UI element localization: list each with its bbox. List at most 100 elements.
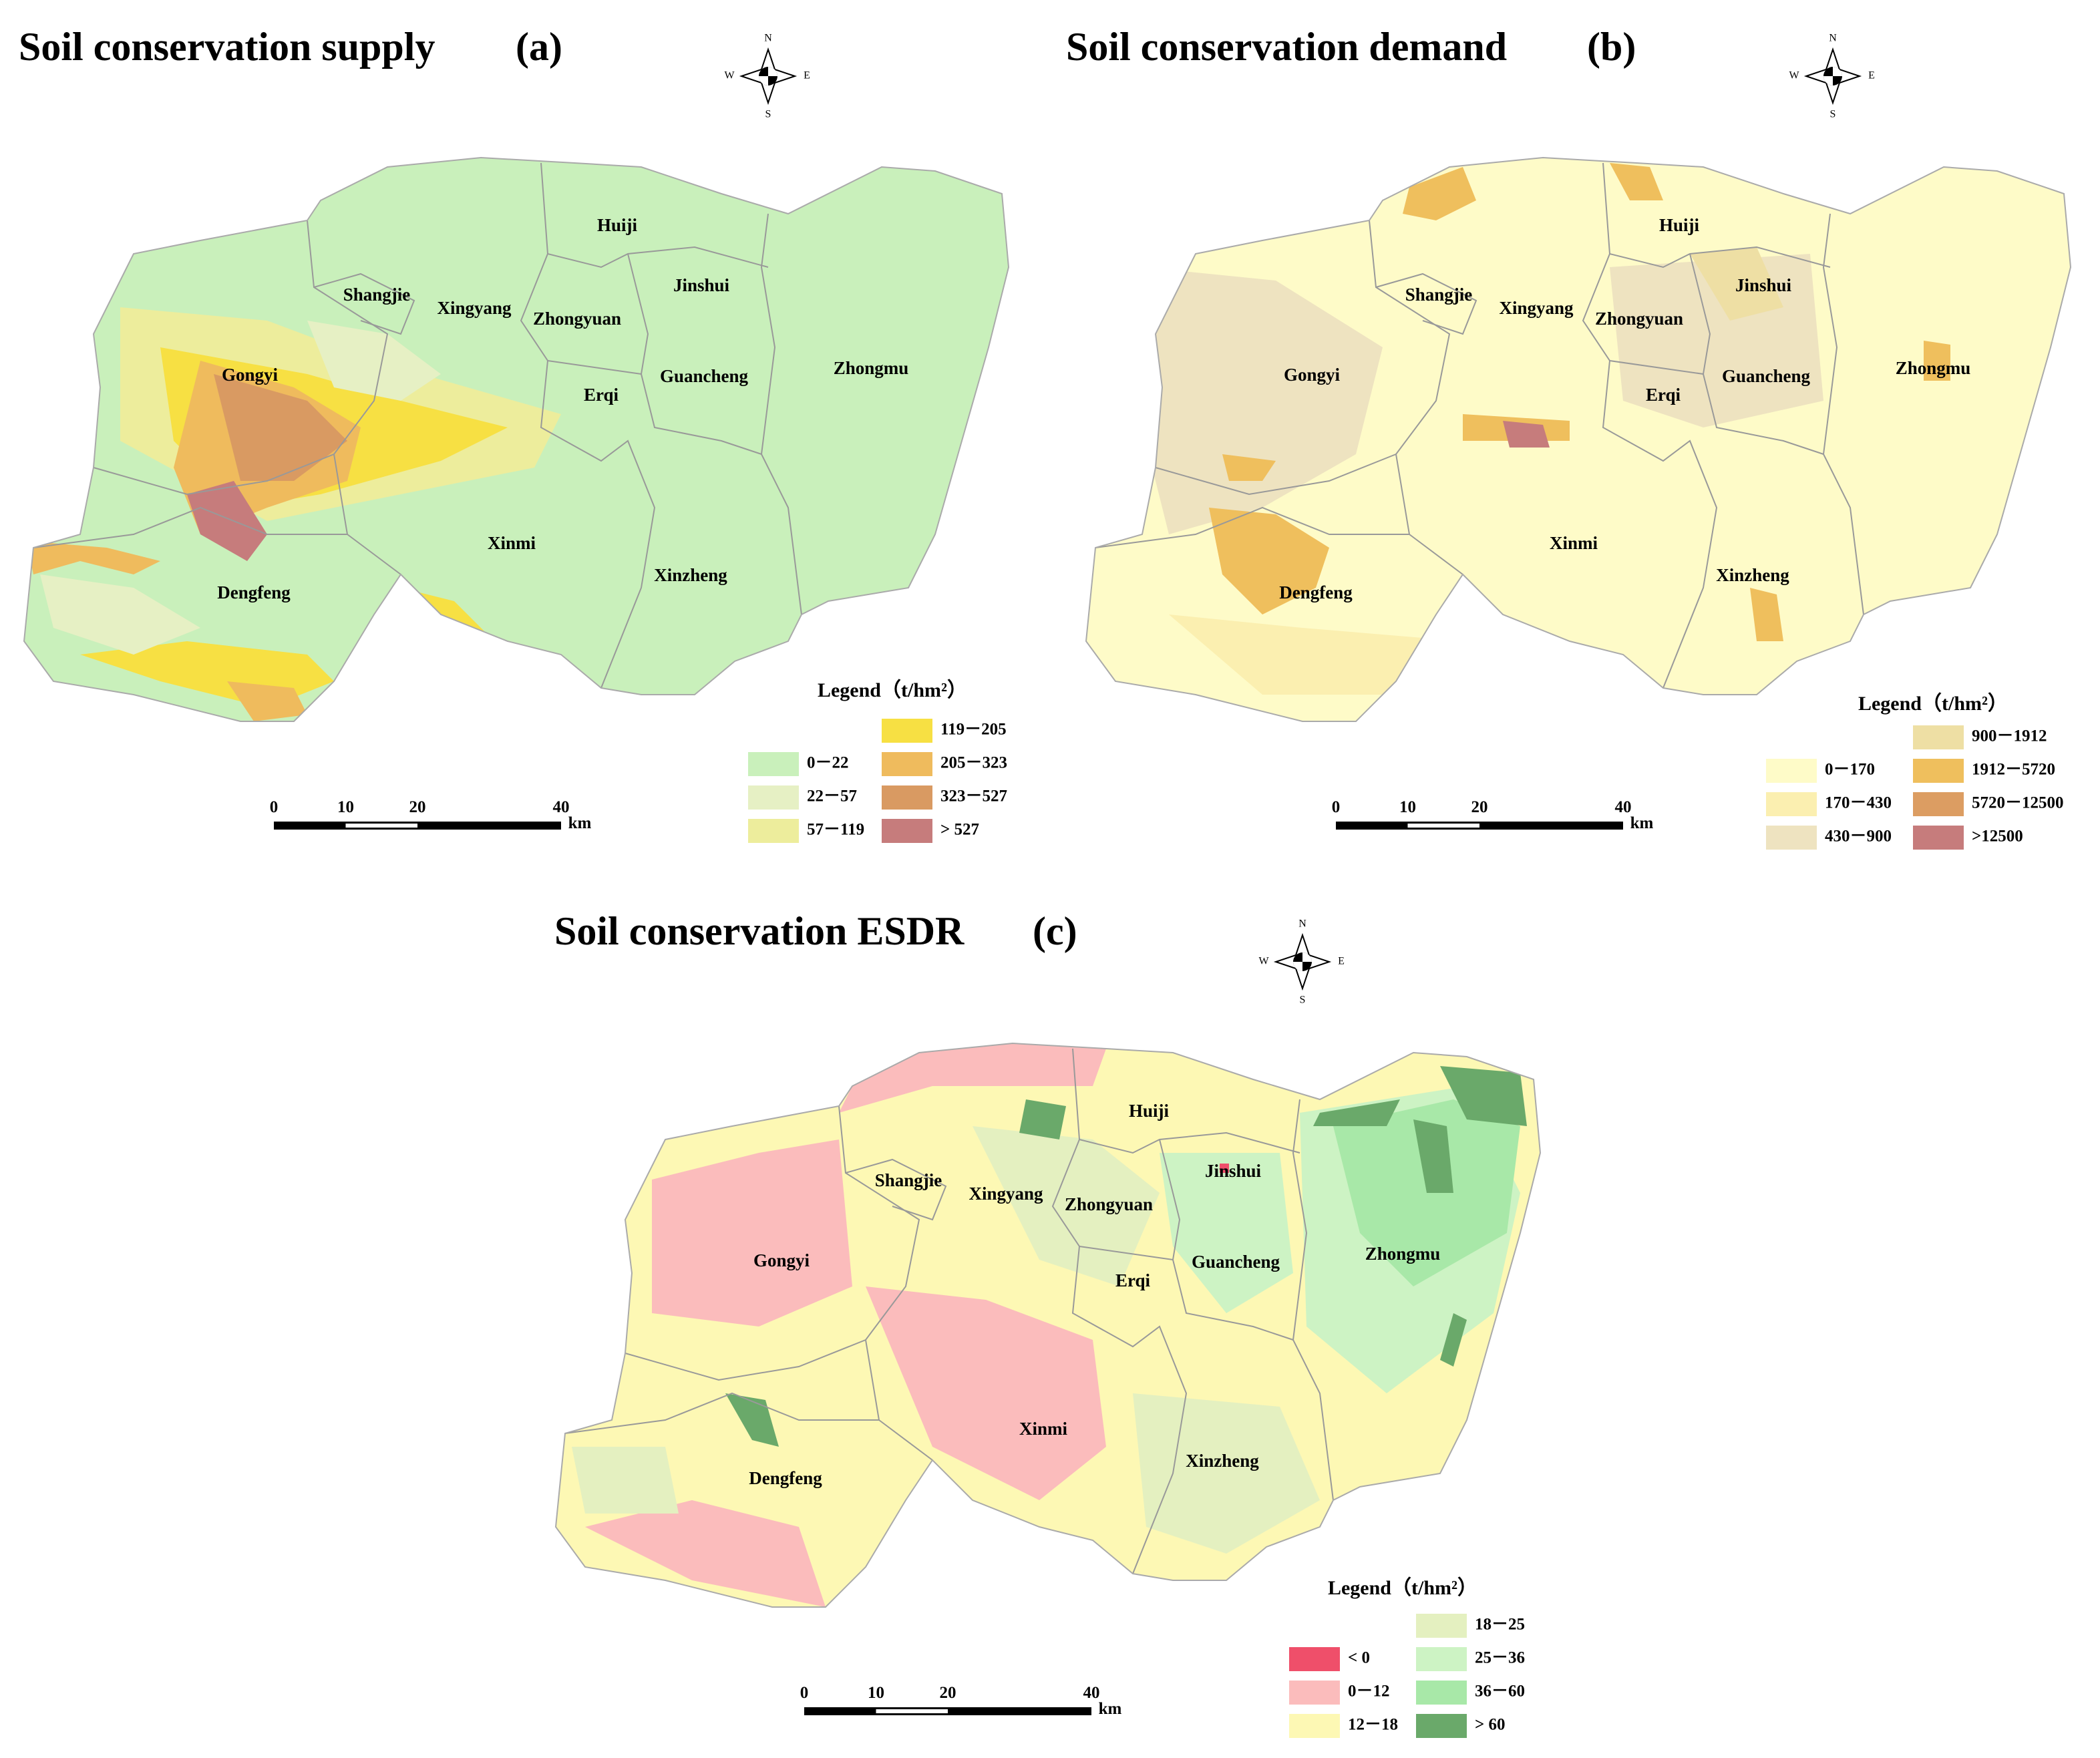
legend-swatch xyxy=(1289,1647,1340,1671)
value-zone xyxy=(1750,588,1783,641)
panel-label: (b) xyxy=(1587,25,1636,69)
value-zone xyxy=(652,1139,852,1327)
legend-swatch xyxy=(1416,1681,1467,1705)
scale-label: 20 xyxy=(1471,798,1488,816)
value-zone xyxy=(1690,247,1783,321)
scale-bar-gap xyxy=(345,824,417,828)
map-outline xyxy=(554,1042,1542,1608)
legend-label: 1912－5720 xyxy=(1972,761,2055,779)
district-label: Shangjie xyxy=(1405,285,1473,305)
legend-label: > 527 xyxy=(940,821,979,839)
district-border xyxy=(1703,373,1824,455)
legend-swatch xyxy=(1416,1614,1467,1638)
district-label: Xingyang xyxy=(969,1184,1043,1204)
map-fill xyxy=(572,1043,1527,1607)
compass-s: S xyxy=(1300,995,1306,1006)
district-border xyxy=(33,506,347,548)
legend-title: Legend（t/hm²） xyxy=(1858,692,2008,715)
map-fill xyxy=(27,307,561,721)
district-label: Guancheng xyxy=(1192,1252,1280,1272)
map-title: Soil conservation demand xyxy=(1066,25,1507,69)
map-outline xyxy=(23,156,1010,722)
value-zone xyxy=(1019,1099,1066,1139)
district-border xyxy=(1375,273,1477,335)
value-zone xyxy=(1403,167,1476,220)
district-label: Gongyi xyxy=(753,1250,810,1270)
legend-label: 0－170 xyxy=(1825,761,1875,779)
scale-unit: km xyxy=(568,814,592,832)
legend-swatch xyxy=(748,785,799,810)
compass-quarter xyxy=(759,67,777,85)
legend-swatch xyxy=(748,752,799,776)
district-label: Erqi xyxy=(584,385,619,405)
legend-swatch xyxy=(1913,792,1964,816)
district-border xyxy=(641,373,762,455)
district-border xyxy=(1079,1139,1181,1261)
district-border xyxy=(845,1158,947,1221)
district-label: Huiji xyxy=(597,215,638,235)
district-border xyxy=(1609,253,1711,375)
legend-swatch xyxy=(1766,792,1817,816)
compass-s: S xyxy=(1830,109,1836,120)
legend-label: 0－22 xyxy=(807,754,849,772)
scale-label: 10 xyxy=(1399,798,1416,816)
district-label: Xinzheng xyxy=(1716,565,1789,585)
legend-swatch xyxy=(1913,759,1964,783)
value-zone xyxy=(1503,421,1550,448)
district-label: Xinmi xyxy=(1019,1419,1068,1439)
legend-label: 0－12 xyxy=(1348,1683,1390,1701)
legend-swatch xyxy=(748,819,799,843)
district-label: Zhongyuan xyxy=(1595,309,1683,329)
value-zone xyxy=(27,541,160,574)
scale-unit: km xyxy=(1099,1700,1122,1718)
scale-bar-gap xyxy=(876,1709,948,1713)
value-zone xyxy=(227,681,307,721)
value-zone xyxy=(1142,267,1383,534)
value-zone xyxy=(187,481,267,561)
value-zone xyxy=(572,1447,679,1514)
scale-label: 0 xyxy=(1332,798,1341,816)
map-base xyxy=(1086,158,2071,721)
district-label: Dengfeng xyxy=(749,1468,822,1488)
district-border xyxy=(1155,454,1397,496)
district-label: Shangjie xyxy=(343,285,411,305)
district-label: Xingyang xyxy=(437,298,512,318)
district-label: Gongyi xyxy=(222,365,279,385)
legend-swatch xyxy=(882,785,932,810)
district-label: Gongyi xyxy=(1284,365,1341,385)
scale-unit: km xyxy=(1630,814,1654,832)
district-border xyxy=(1822,213,1864,615)
scale-label: 10 xyxy=(868,1684,884,1702)
legend-swatch xyxy=(882,719,932,743)
value-zone xyxy=(40,574,200,655)
map-title: Soil conservation supply xyxy=(19,25,435,69)
value-zone xyxy=(585,1500,826,1607)
district-label: Jinshui xyxy=(673,275,730,295)
district-label: Zhongyuan xyxy=(533,309,621,329)
value-zone xyxy=(1413,1119,1453,1193)
map-title: Soil conservation ESDR xyxy=(554,909,965,953)
value-zone xyxy=(1440,1066,1527,1126)
compass-w: W xyxy=(1789,70,1799,81)
district-label: Xingyang xyxy=(1499,298,1574,318)
value-zone xyxy=(1313,1099,1400,1126)
district-border xyxy=(520,162,656,689)
legend-label: 25－36 xyxy=(1475,1649,1525,1667)
legend-label: 5720－12500 xyxy=(1972,794,2064,812)
value-zone xyxy=(866,1286,1106,1500)
district-label: Zhongmu xyxy=(1365,1244,1441,1264)
legend-swatch xyxy=(1766,759,1817,783)
compass-e: E xyxy=(804,70,810,81)
legend-swatch xyxy=(1289,1714,1340,1738)
district-border xyxy=(625,1339,866,1381)
scale-label: 0 xyxy=(800,1684,809,1702)
scale-bar-gap xyxy=(1407,824,1479,828)
scale-label: 20 xyxy=(409,798,426,816)
map-panel: Soil conservation demand (b) Huiji Shangjie… xyxy=(1066,25,2072,850)
legend-swatch xyxy=(882,819,932,843)
legend-label: > 60 xyxy=(1475,1716,1506,1734)
district-label: Dengfeng xyxy=(1279,582,1353,602)
panel-label: (a) xyxy=(516,25,562,69)
scale-label: 10 xyxy=(337,798,354,816)
